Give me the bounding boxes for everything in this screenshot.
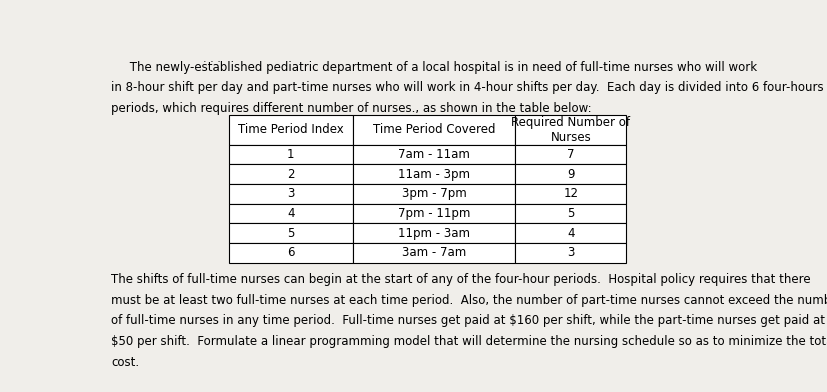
Text: 2: 2: [287, 168, 294, 181]
Text: 9: 9: [566, 168, 574, 181]
Bar: [228, 164, 352, 184]
Text: $50 per shift.  Formulate a linear programming model that will determine the nur: $50 per shift. Formulate a linear progra…: [111, 335, 827, 348]
Text: Required Number of
Nurses: Required Number of Nurses: [510, 116, 629, 144]
Bar: [228, 145, 352, 164]
Bar: [352, 145, 514, 164]
Bar: [352, 115, 514, 145]
Text: 7am - 11am: 7am - 11am: [398, 148, 469, 161]
Text: 5: 5: [287, 227, 294, 240]
Text: The shifts of full-time nurses can begin at the start of any of the four-hour pe: The shifts of full-time nurses can begin…: [111, 274, 810, 287]
Bar: [514, 115, 626, 145]
Bar: [514, 184, 626, 204]
Text: 3pm - 7pm: 3pm - 7pm: [401, 187, 466, 200]
Text: must be at least two full-time nurses at each time period.  Also, the number of : must be at least two full-time nurses at…: [111, 294, 827, 307]
Text: Time Period Index: Time Period Index: [237, 123, 343, 136]
Bar: [352, 204, 514, 223]
Text: 1: 1: [287, 148, 294, 161]
Bar: [514, 145, 626, 164]
Bar: [228, 223, 352, 243]
Text: 3: 3: [566, 247, 574, 260]
Text: 7pm - 11pm: 7pm - 11pm: [397, 207, 470, 220]
Bar: [228, 204, 352, 223]
Text: . . .: . . .: [203, 54, 221, 64]
Text: 5: 5: [566, 207, 574, 220]
Text: 3am - 7am: 3am - 7am: [401, 247, 466, 260]
Bar: [514, 243, 626, 263]
Text: 12: 12: [562, 187, 577, 200]
Text: 3: 3: [287, 187, 294, 200]
Text: cost.: cost.: [111, 356, 139, 368]
Text: 7: 7: [566, 148, 574, 161]
Bar: [352, 243, 514, 263]
Bar: [352, 164, 514, 184]
Text: 4: 4: [566, 227, 574, 240]
Text: 11am - 3pm: 11am - 3pm: [398, 168, 470, 181]
Text: in 8-hour shift per day and part-time nurses who will work in 4-hour shifts per : in 8-hour shift per day and part-time nu…: [111, 81, 823, 94]
Bar: [228, 184, 352, 204]
Text: 6: 6: [287, 247, 294, 260]
Text: 11pm - 3am: 11pm - 3am: [398, 227, 470, 240]
Text: 4: 4: [287, 207, 294, 220]
Bar: [352, 223, 514, 243]
Text: Time Period Covered: Time Period Covered: [372, 123, 495, 136]
Text: of full-time nurses in any time period.  Full-time nurses get paid at $160 per s: of full-time nurses in any time period. …: [111, 314, 825, 327]
Bar: [352, 184, 514, 204]
Text: periods, which requires different number of nurses., as shown in the table below: periods, which requires different number…: [111, 102, 591, 115]
Bar: [514, 204, 626, 223]
Text: The newly-established pediatric department of a local hospital is in need of ful: The newly-established pediatric departme…: [111, 61, 757, 74]
Bar: [514, 223, 626, 243]
Bar: [228, 243, 352, 263]
Bar: [514, 164, 626, 184]
Bar: [228, 115, 352, 145]
